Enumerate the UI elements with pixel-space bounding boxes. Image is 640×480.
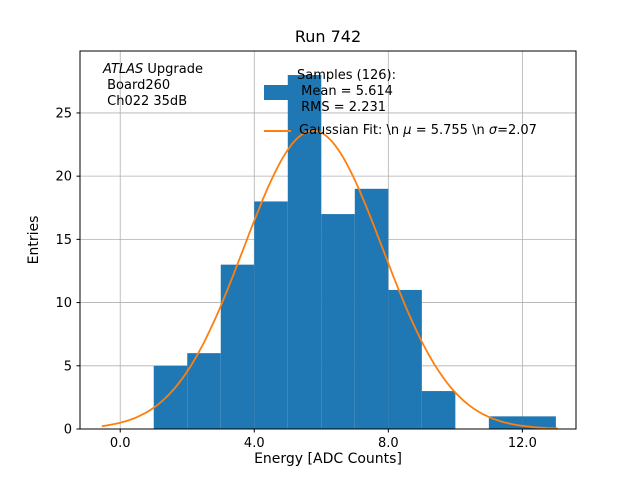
histogram-bar (187, 353, 221, 429)
legend-samples-line-2: Mean = 5.614 (297, 84, 393, 99)
x-tick-label: 4.0 (244, 436, 265, 451)
annotation-line-2: Board260 (103, 78, 171, 93)
legend-samples-line-1: Samples (126): (297, 68, 396, 83)
y-tick-label: 20 (55, 170, 72, 185)
gaussian-curve (101, 129, 558, 430)
histogram-bar (287, 75, 322, 429)
y-tick-label: 25 (55, 106, 72, 121)
annotation-line-1: ATLAS Upgrade (103, 62, 203, 78)
x-tick-label: 0.0 (110, 436, 131, 451)
annotation-upgrade: Upgrade (143, 62, 203, 77)
legend-gaussian-label: Gaussian Fit: \n μ = 5.755 \n σ=2.07 (299, 123, 537, 139)
histogram-bar (421, 391, 456, 429)
legend-samples-line-3: RMS = 2.231 (297, 100, 387, 115)
annotation-atlas: ATLAS (103, 62, 144, 77)
annotation-text: ATLAS Upgrade Board260 Ch022 35dB (103, 62, 203, 110)
legend-samples-label: Samples (126): Mean = 5.614 RMS = 2.231 (297, 68, 396, 116)
histogram-bar (522, 416, 556, 429)
legend-entry-gaussian: Gaussian Fit: \n μ = 5.755 \n σ=2.07 (264, 123, 537, 139)
x-tick-label: 8.0 (378, 436, 399, 451)
annotation-line-3: Ch022 35dB (103, 94, 188, 109)
legend: Samples (126): Mean = 5.614 RMS = 2.231 … (264, 68, 537, 139)
histogram-bar (153, 365, 188, 429)
y-axis-label: Entries (26, 215, 42, 265)
legend-gauss-p2: = 5.755 \n (411, 123, 489, 138)
legend-gauss-mu: μ (403, 123, 412, 138)
y-tick-label: 5 (64, 359, 72, 374)
legend-gauss-p3: =2.07 (497, 123, 537, 138)
histogram-bar (220, 264, 255, 429)
histogram-bar (388, 289, 422, 429)
histogram-bar (354, 188, 389, 429)
histogram-bar (321, 214, 355, 429)
x-tick-label: 12.0 (508, 436, 537, 451)
y-tick-label: 0 (64, 423, 72, 438)
x-axis-label: Energy [ADC Counts] (254, 451, 402, 467)
legend-gauss-p1: Gaussian Fit: \n (299, 123, 404, 138)
legend-gaussian-line-handle (264, 130, 291, 132)
histogram-bar (254, 201, 288, 429)
legend-entry-samples: Samples (126): Mean = 5.614 RMS = 2.231 (264, 68, 537, 116)
legend-samples-patch (264, 84, 289, 100)
chart-title: Run 742 (294, 27, 362, 46)
y-tick-label: 15 (55, 233, 72, 248)
legend-gauss-sigma: σ (488, 123, 498, 138)
axes-spines (79, 50, 577, 430)
y-tick-label: 10 (55, 296, 72, 311)
